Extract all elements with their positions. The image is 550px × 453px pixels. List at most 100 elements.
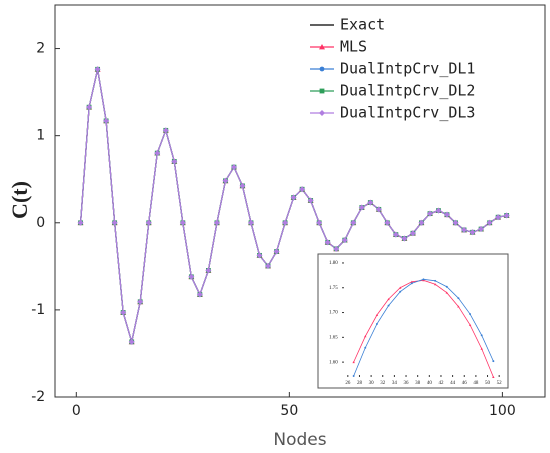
marker (503, 212, 510, 219)
x-tick-label: 44 (450, 381, 456, 386)
marker (478, 226, 485, 233)
marker (367, 199, 374, 206)
marker (375, 313, 379, 316)
marker (352, 375, 355, 377)
marker (319, 110, 325, 116)
marker (401, 235, 408, 242)
marker (352, 360, 355, 364)
marker (444, 211, 450, 218)
marker (319, 88, 325, 94)
marker (299, 186, 306, 193)
marker (399, 290, 402, 293)
marker (410, 282, 413, 285)
marker (492, 375, 495, 378)
x-tick-label: 100 (489, 403, 516, 419)
marker (433, 283, 437, 286)
marker (239, 182, 246, 189)
x-tick-label: 48 (473, 381, 479, 386)
marker (375, 322, 378, 325)
marker (265, 262, 272, 269)
x-tick-label: 52 (497, 381, 503, 386)
x-tick-label: 30 (369, 381, 375, 386)
marker (319, 44, 325, 50)
y-tick-label: 1.70 (329, 311, 338, 316)
legend-label: DualIntpCrv_DL2 (340, 82, 475, 100)
marker (307, 197, 314, 204)
marker (461, 226, 468, 233)
marker (469, 313, 472, 315)
marker (316, 219, 323, 226)
marker (205, 267, 212, 274)
marker (179, 219, 186, 226)
marker (364, 335, 367, 338)
legend-label: Exact (340, 16, 385, 34)
plot-frame (54, 4, 546, 398)
inset-frame (317, 253, 509, 389)
legend-label: DualIntpCrv_DL1 (340, 60, 475, 78)
marker (145, 219, 152, 226)
legend-label: DualIntpCrv_DL3 (340, 104, 475, 122)
marker (387, 304, 390, 307)
marker (103, 117, 110, 124)
marker (468, 323, 472, 326)
marker (375, 206, 382, 213)
y-tick-label: 1.60 (329, 360, 338, 365)
marker (77, 219, 84, 226)
marker (162, 127, 169, 134)
marker (341, 237, 348, 244)
marker (230, 164, 237, 171)
marker (171, 158, 178, 165)
marker (480, 334, 483, 337)
x-tick-label: 28 (357, 381, 363, 386)
y-tick-label: -2 (31, 389, 45, 405)
marker (213, 219, 220, 226)
legend-label: MLS (340, 38, 367, 56)
x-tick-label: 50 (485, 381, 491, 386)
marker (94, 66, 101, 73)
marker (248, 219, 254, 226)
marker (445, 291, 448, 294)
marker (452, 219, 459, 226)
y-tick-label: 1.75 (329, 286, 338, 291)
marker (492, 360, 495, 363)
marker (434, 279, 437, 282)
marker (457, 305, 460, 308)
y-tick-label: 1.65 (329, 335, 338, 340)
marker (188, 273, 195, 280)
marker (350, 219, 357, 226)
marker (319, 66, 325, 72)
marker (399, 286, 402, 289)
marker (324, 239, 331, 246)
marker (358, 204, 365, 211)
y-tick-label: 2 (36, 41, 45, 57)
x-tick-label: 32 (380, 381, 386, 386)
marker (426, 210, 433, 217)
marker (384, 219, 391, 226)
x-tick-label: 36 (404, 381, 410, 386)
marker (196, 291, 203, 298)
marker (273, 248, 280, 255)
y-tick-label: -1 (31, 302, 45, 318)
marker (154, 150, 161, 157)
marker (282, 219, 289, 226)
x-axis-label: Nodes (273, 430, 326, 450)
x-tick-label: 26 (345, 381, 351, 386)
marker (222, 177, 229, 184)
marker (290, 194, 297, 201)
x-tick-label: 38 (415, 381, 421, 386)
marker (495, 214, 502, 221)
marker (120, 309, 127, 316)
x-tick-label: 50 (280, 403, 298, 419)
marker (333, 245, 340, 252)
marker (457, 297, 460, 300)
y-tick-label: 0 (36, 215, 45, 231)
marker (410, 280, 414, 283)
marker (422, 278, 425, 281)
marker (86, 104, 93, 111)
x-tick-label: 46 (462, 381, 468, 386)
marker (480, 347, 483, 350)
marker (137, 298, 144, 305)
marker (445, 285, 448, 288)
x-tick-label: 42 (438, 381, 444, 386)
marker (111, 219, 118, 226)
